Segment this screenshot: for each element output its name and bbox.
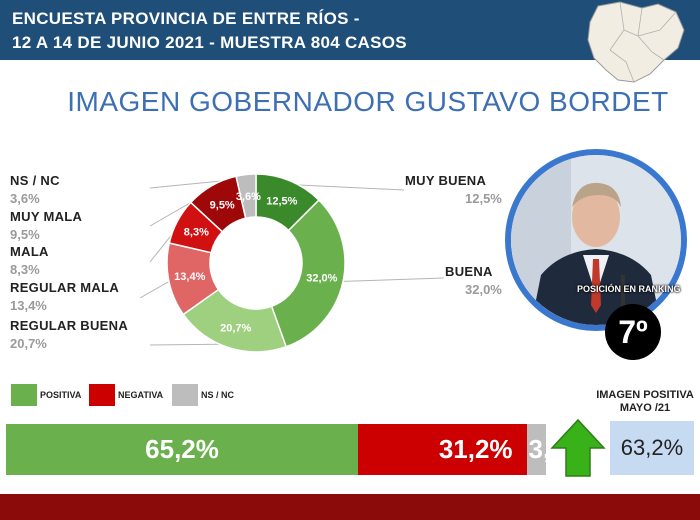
legend-swatch-ns-nc bbox=[172, 384, 198, 406]
chart-title: IMAGEN GOBERNADOR GUSTAVO BORDET bbox=[67, 86, 669, 117]
stacked-bar: 65,2% 31,2% 3,6% bbox=[6, 424, 546, 475]
donut-slice-label-regular-mala: 13,4% bbox=[174, 271, 205, 283]
legend-label-positiva: POSITIVA bbox=[40, 390, 82, 400]
footer-bar bbox=[0, 494, 700, 520]
legend-swatch-positiva bbox=[11, 384, 37, 406]
leader-line-buena bbox=[338, 277, 445, 283]
donut-slice-label-muy-mala: 9,5% bbox=[210, 200, 235, 212]
value-mala: 8,3% bbox=[10, 262, 40, 277]
label-muy-mala: MUY MALA bbox=[10, 209, 83, 224]
donut-slice-label-mala: 8,3% bbox=[184, 226, 209, 238]
previous-image-label: IMAGEN POSITIVA MAYO /21 bbox=[590, 389, 700, 415]
label-ns-nc: NS / NC bbox=[10, 173, 60, 188]
donut-slice-label-muy-buena: 12,5% bbox=[266, 196, 297, 208]
legend-label-ns-nc: NS / NC bbox=[201, 390, 235, 400]
value-regular-mala: 13,4% bbox=[10, 298, 47, 313]
previous-image-value: 63,2% bbox=[610, 421, 694, 475]
value-muy-mala: 9,5% bbox=[10, 227, 40, 242]
bar-segment-ns-nc: 3,6% bbox=[526, 424, 546, 475]
donut-slice-label-ns-nc: 3,6% bbox=[236, 191, 261, 203]
leader-line-regular-mala bbox=[139, 279, 173, 299]
label-muy-buena: MUY BUENA bbox=[405, 173, 487, 188]
label-buena: BUENA bbox=[445, 264, 493, 279]
donut-slices bbox=[166, 173, 346, 353]
donut-slice-label-regular-buena: 20,7% bbox=[220, 322, 251, 334]
donut-slice-ns-nc bbox=[235, 173, 257, 220]
label-mala: MALA bbox=[10, 244, 49, 259]
bar-segment-negativa: 31,2% bbox=[358, 424, 527, 475]
legend-label-negativa: NEGATIVA bbox=[118, 390, 164, 400]
survey-title-line1: ENCUESTA PROVINCIA DE ENTRE RÍOS - bbox=[12, 9, 360, 28]
donut-slice-label-buena: 32,0% bbox=[306, 273, 337, 285]
value-muy-buena: 12,5% bbox=[465, 191, 502, 206]
leader-line-regular-buena bbox=[149, 343, 231, 346]
bar-segment-label-ns-nc: 3,6% bbox=[528, 434, 546, 464]
up-arrow-icon bbox=[550, 418, 606, 477]
ranking-label: POSICIÓN EN RANKING bbox=[577, 284, 681, 294]
bar-segment-label-positiva: 65,2% bbox=[145, 434, 219, 464]
governor-photo bbox=[505, 149, 687, 331]
previous-image-label-line1: IMAGEN POSITIVA bbox=[596, 389, 694, 401]
label-regular-buena: REGULAR BUENA bbox=[10, 318, 129, 333]
ranking-badge: 7º bbox=[605, 304, 661, 360]
header-banner: ENCUESTA PROVINCIA DE ENTRE RÍOS - 12 A … bbox=[0, 0, 700, 60]
value-buena: 32,0% bbox=[465, 282, 502, 297]
previous-image-label-line2: MAYO /21 bbox=[619, 402, 671, 414]
donut-slice-labels: 12,5% 32,0% 20,7% 13,4% 8,3% 9,5%3,6% bbox=[174, 191, 338, 334]
entre-rios-map-icon bbox=[587, 1, 685, 83]
leader-line-muy-buena bbox=[288, 183, 405, 191]
donut-slice-buena bbox=[270, 199, 346, 348]
value-regular-buena: 20,7% bbox=[10, 336, 47, 351]
bar-segment-label-negativa: 31,2% bbox=[438, 434, 513, 464]
label-regular-mala: REGULAR MALA bbox=[10, 280, 120, 295]
legend-swatch-negativa bbox=[89, 384, 115, 406]
bar-segment-positiva: 65,2% bbox=[6, 424, 359, 475]
survey-title-line2: 12 A 14 DE JUNIO 2021 - MUESTRA 804 CASO… bbox=[12, 33, 407, 52]
value-ns-nc: 3,6% bbox=[10, 191, 40, 206]
